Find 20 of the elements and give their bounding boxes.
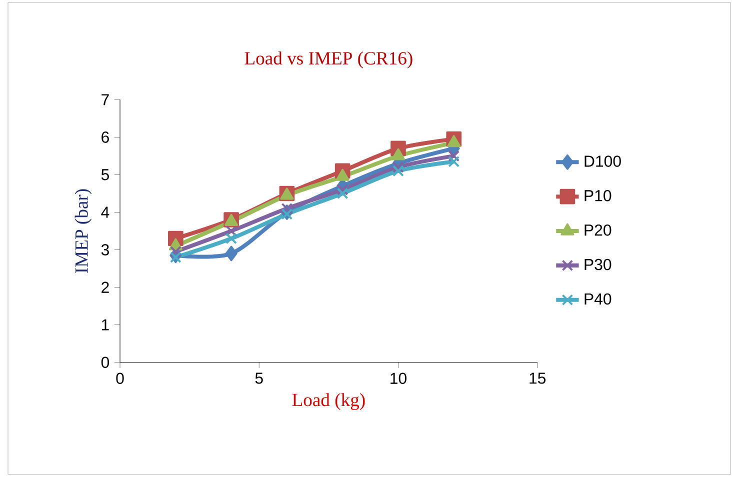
x-tick-label: 5	[255, 372, 263, 384]
y-tick-label: 2	[102, 282, 109, 293]
legend-label: P40	[584, 293, 612, 305]
x-axis-title: Load (kg)	[292, 393, 365, 410]
legend-label: P20	[584, 224, 612, 236]
y-tick-label: 0	[101, 356, 110, 368]
chart-title: Load vs IMEP (CR16)	[244, 51, 412, 68]
y-tick-label: 7	[102, 94, 109, 106]
legend-label: D100	[584, 156, 621, 167]
x-tick-label: 0	[116, 372, 124, 384]
y-tick-label: 6	[102, 132, 109, 143]
y-tick-label: 4	[101, 206, 110, 218]
y-tick-label: 3	[101, 244, 109, 256]
y-tick-label: 1	[102, 319, 109, 330]
y-axis-title: IMEP (bar)	[74, 189, 92, 273]
legend-label: P30	[584, 258, 612, 270]
y-tick-label: 5	[101, 169, 109, 180]
legend-label: P10	[584, 190, 612, 202]
x-tick-label: 10	[390, 372, 406, 384]
x-tick-label: 15	[530, 372, 546, 384]
